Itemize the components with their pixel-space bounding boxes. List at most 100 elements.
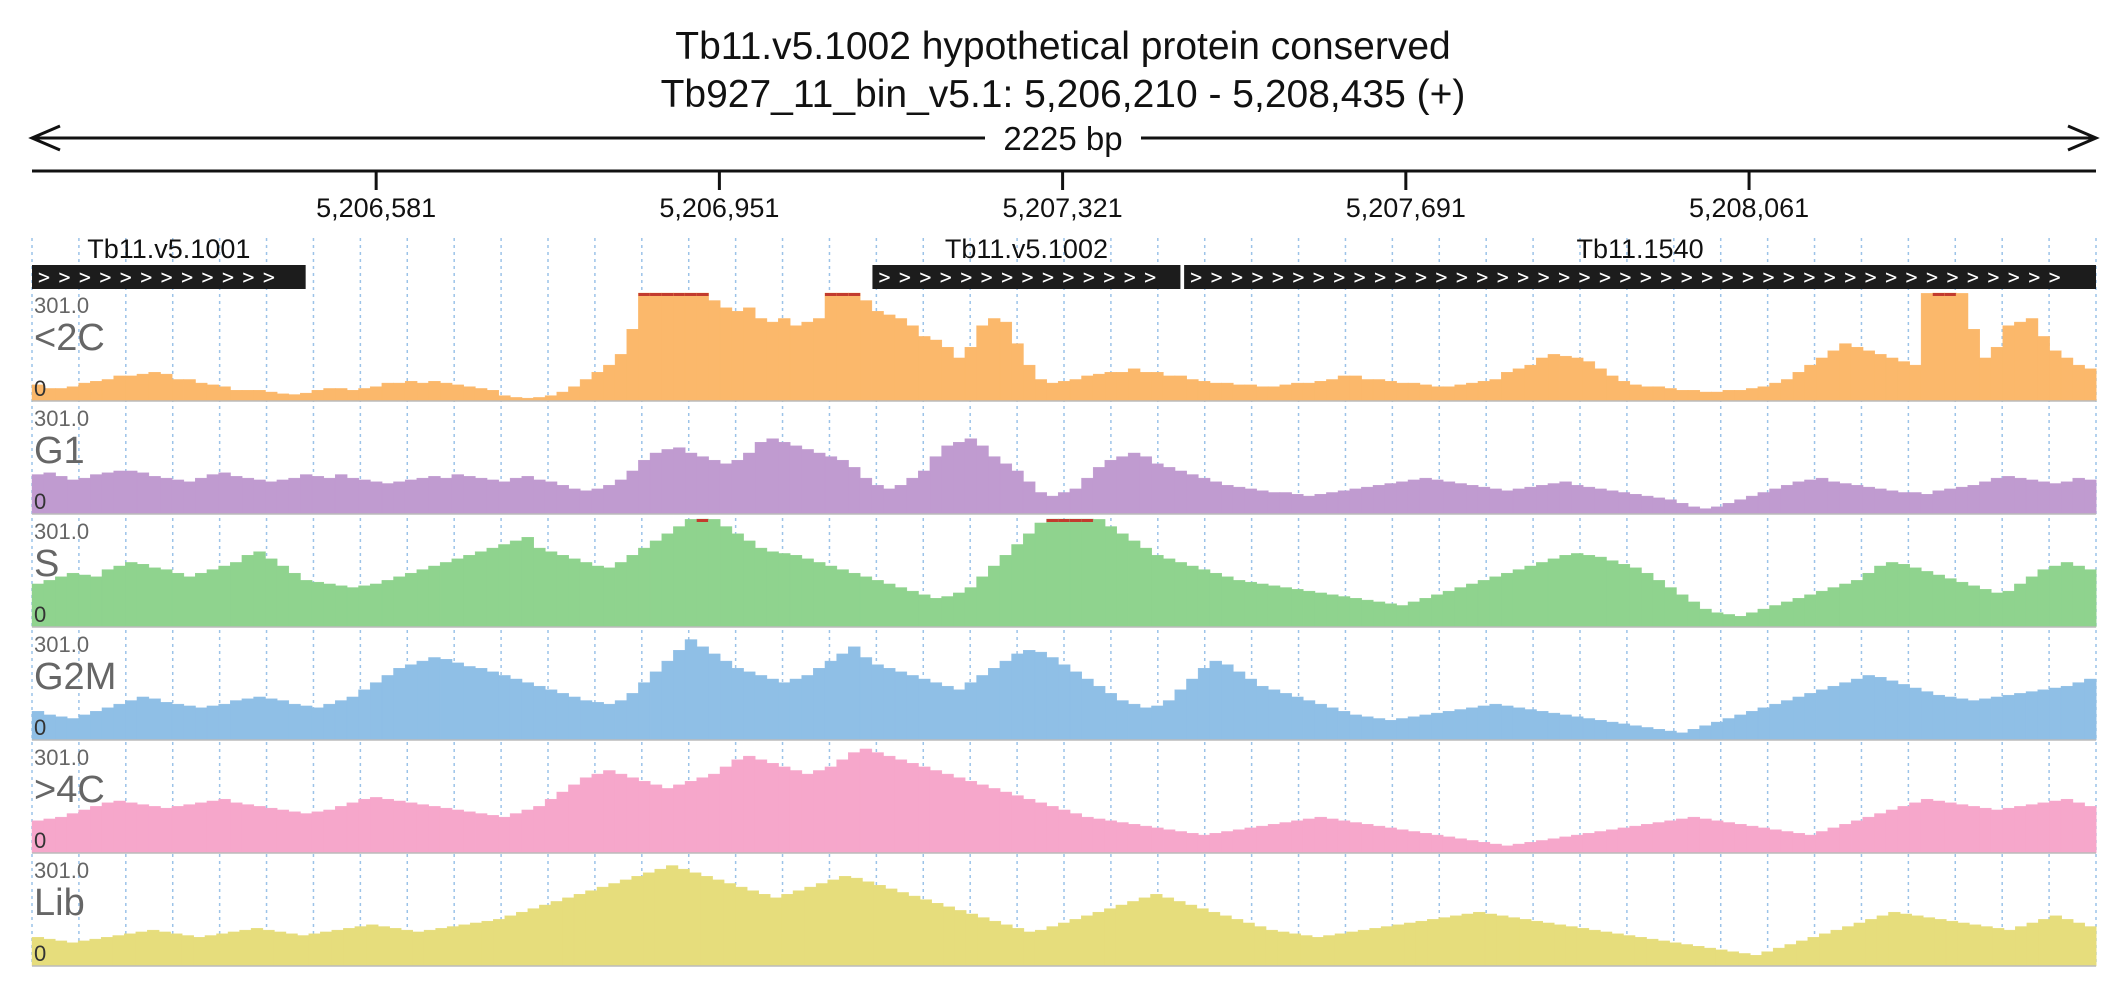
coverage-bar: [1920, 691, 1934, 741]
coverage-bar: [1232, 580, 1246, 628]
coverage-bar: [2037, 689, 2050, 741]
coverage-bar: [183, 576, 196, 628]
coverage-bar: [451, 662, 464, 741]
coverage-bar: [1127, 540, 1141, 628]
coverage-bar: [988, 565, 1001, 628]
coverage-bar: [1244, 827, 1257, 854]
coverage-bar: [2038, 919, 2051, 967]
coverage-bar: [393, 800, 406, 854]
coverage-bar: [218, 565, 231, 628]
coverage-bar: [649, 292, 663, 402]
coverage-bar: [850, 877, 863, 967]
coverage-bar: [1571, 834, 1584, 854]
coverage-bar: [1664, 388, 1677, 402]
coverage-bar: [871, 485, 884, 515]
coverage-bar: [731, 459, 744, 515]
coverage-bar: [544, 798, 558, 854]
coverage-bar: [976, 576, 989, 628]
coverage-bar: [276, 393, 290, 402]
coverage-bar: [556, 693, 569, 741]
coverage-bar: [1842, 926, 1855, 967]
coverage-bar: [55, 388, 68, 402]
coverage-bar: [1477, 842, 1491, 854]
coverage-bar: [766, 678, 779, 741]
coverage-bar: [1944, 578, 1957, 628]
coverage-bar: [1757, 707, 1770, 741]
coverage-bar: [1979, 807, 1992, 854]
coverage-bar: [1489, 576, 1502, 628]
coverage-bar: [2049, 565, 2062, 628]
coverage-bar: [1396, 481, 1409, 515]
coverage-bar: [649, 671, 663, 741]
coverage-bar: [1232, 384, 1246, 402]
coverage-bar: [1162, 700, 1176, 741]
coverage-bar: [544, 395, 558, 402]
coverage-bar: [486, 479, 499, 515]
coverage-bar: [463, 666, 476, 741]
coverage-bar: [1419, 833, 1432, 854]
coverage-bar: [1792, 833, 1805, 854]
track-name: Lib: [34, 882, 85, 924]
coverage-bar: [1104, 908, 1117, 967]
coverage-bar: [308, 933, 321, 967]
coverage-bar: [1780, 601, 1794, 628]
coverage-bar: [684, 781, 698, 854]
coverage-bar: [665, 865, 679, 967]
track-ymax-label: 301.0: [34, 745, 89, 770]
coverage-bar: [77, 940, 91, 967]
coverage-bar: [1256, 825, 1269, 854]
coverage-bar: [311, 811, 325, 854]
coverage-bar: [1507, 917, 1520, 967]
coverage-bar: [1804, 834, 1817, 854]
coverage-bar: [55, 816, 68, 854]
coverage-bar: [2072, 477, 2085, 515]
clip-marker: [1944, 293, 1957, 296]
ruler-tick-label: 5,206,581: [316, 193, 436, 223]
coverage-bar: [1827, 827, 1840, 854]
coverage-bar: [1232, 829, 1246, 854]
coverage-bar: [801, 449, 814, 515]
coverage-bar: [412, 931, 425, 967]
coverage-bar: [1757, 492, 1770, 515]
coverage-bar: [1279, 492, 1292, 515]
coverage-bar: [451, 384, 464, 402]
coverage-bar: [1559, 481, 1572, 515]
coverage-bar: [824, 565, 838, 628]
coverage-bar: [1197, 477, 1211, 515]
coverage-bar: [1804, 364, 1817, 402]
coverage-bar: [125, 470, 138, 515]
coverage-bar: [1850, 346, 1864, 402]
coverage-bar: [1710, 612, 1724, 628]
coverage-bar: [101, 379, 115, 402]
coverage-bar: [195, 802, 208, 854]
coverage-bar: [2037, 481, 2050, 515]
coverage-bar: [1069, 671, 1082, 741]
coverage-bar: [527, 908, 540, 967]
coverage-bar: [78, 477, 91, 515]
coverage-bar: [824, 766, 838, 854]
coverage-bar: [1606, 375, 1619, 402]
coverage-bar: [815, 883, 829, 967]
coverage-bar: [2014, 477, 2027, 515]
coverage-bar: [1920, 494, 1934, 515]
coverage-bar: [1885, 680, 1899, 741]
coverage-bar: [988, 920, 1002, 967]
coverage-bar: [1244, 488, 1257, 515]
coverage-bar: [638, 781, 651, 854]
coverage-bar: [824, 292, 838, 402]
coverage-bar: [1641, 572, 1654, 628]
coverage-bar: [160, 807, 173, 854]
coverage-bar: [493, 919, 506, 967]
locus-title: Tb927_11_bin_v5.1: 5,206,210 - 5,208,435…: [660, 73, 1466, 116]
coverage-bar: [148, 476, 161, 515]
coverage-bar: [1034, 802, 1048, 854]
coverage-bar: [1530, 920, 1544, 967]
coverage-bar: [486, 815, 499, 854]
coverage-bar: [1565, 926, 1578, 967]
coverage-bar: [1242, 922, 1255, 967]
coverage-bar: [696, 518, 709, 628]
coverage-bar: [2025, 479, 2039, 515]
coverage-bar: [1127, 368, 1141, 402]
coverage-bar: [824, 456, 838, 515]
coverage-bar: [731, 759, 744, 854]
